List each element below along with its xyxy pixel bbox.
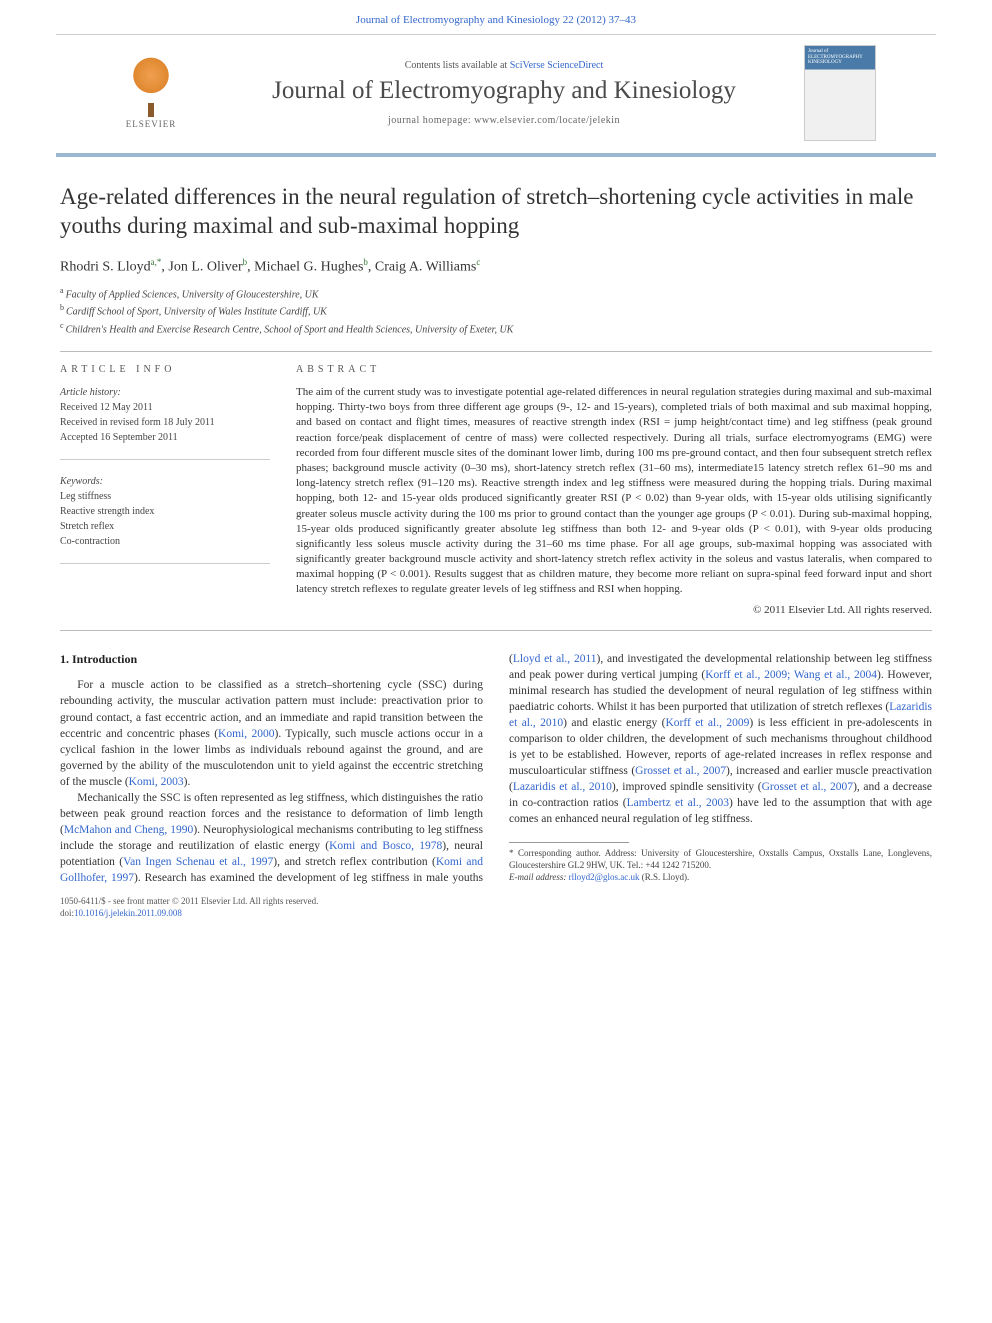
email-address[interactable]: rlloyd2@glos.ac.uk	[569, 872, 640, 882]
cite-grosset-2007[interactable]: Grosset et al., 2007	[635, 765, 726, 777]
aff-c-text: Children's Health and Exercise Research …	[66, 324, 514, 335]
affiliation-c: cChildren's Health and Exercise Research…	[60, 320, 932, 337]
abstract-text: The aim of the current study was to inve…	[296, 385, 932, 597]
keyword-2: Reactive strength index	[60, 504, 270, 519]
affiliations: aFaculty of Applied Sciences, University…	[60, 285, 932, 337]
article-info-heading: ARTICLE INFO	[60, 364, 270, 375]
homepage-url[interactable]: www.elsevier.com/locate/jelekin	[474, 115, 620, 126]
cite-komi-bosco-1978[interactable]: Komi and Bosco, 1978	[329, 840, 442, 852]
elsevier-tree-icon	[123, 53, 179, 109]
history-label: Article history:	[60, 385, 270, 400]
doi-label: doi:	[60, 908, 74, 918]
cite-lloyd-2011[interactable]: Lloyd et al., 2011	[513, 653, 597, 665]
cite-komi-2000[interactable]: Komi, 2000	[218, 728, 274, 740]
journal-cover-thumbnail: Journal of ELECTROMYOGRAPHY KINESIOLOGY	[804, 45, 876, 141]
section-heading-intro: 1. Introduction	[60, 651, 483, 668]
front-matter-line: 1050-6411/$ - see front matter © 2011 El…	[60, 895, 932, 908]
cite-vaningen-1997[interactable]: Van Ingen Schenau et al., 1997	[123, 856, 273, 868]
elsevier-logo: ELSEVIER	[116, 53, 186, 133]
doi-link[interactable]: 10.1016/j.jelekin.2011.09.008	[74, 908, 182, 918]
abstract-copyright: © 2011 Elsevier Ltd. All rights reserved…	[296, 604, 932, 616]
abstract-heading: ABSTRACT	[296, 364, 932, 375]
revised-date: Received in revised form 18 July 2011	[60, 415, 270, 430]
cite-lazaridis-2010-b[interactable]: Lazaridis et al., 2010	[513, 781, 612, 793]
contents-prefix: Contents lists available at	[405, 60, 510, 71]
author-2: , Jon L. Oliver	[161, 259, 242, 274]
keywords-label: Keywords:	[60, 474, 270, 489]
article-body: Age-related differences in the neural re…	[0, 157, 992, 887]
affiliation-a: aFaculty of Applied Sciences, University…	[60, 285, 932, 302]
keyword-1: Leg stiffness	[60, 489, 270, 504]
email-label: E-mail address:	[509, 872, 566, 882]
email-suffix: (R.S. Lloyd).	[639, 872, 689, 882]
aff-a-sup: a	[60, 286, 64, 295]
corresponding-author-footnote: * Corresponding author. Address: Univers…	[509, 847, 932, 883]
info-section: ARTICLE INFO Article history: Received 1…	[60, 364, 932, 615]
aff-b-text: Cardiff School of Sport, University of W…	[66, 307, 327, 318]
cite-lambertz-2003[interactable]: Lambertz et al., 2003	[627, 797, 729, 809]
corr-author-text: * Corresponding author. Address: Univers…	[509, 847, 932, 871]
intro-para-1: For a muscle action to be classified as …	[60, 677, 483, 790]
doi-line: doi:10.1016/j.jelekin.2011.09.008	[60, 907, 932, 920]
body-columns: 1. Introduction For a muscle action to b…	[60, 651, 932, 887]
cite-mcmahon-cheng-1990[interactable]: McMahon and Cheng, 1990	[64, 824, 193, 836]
abstract-column: ABSTRACT The aim of the current study wa…	[296, 364, 932, 615]
article-info-column: ARTICLE INFO Article history: Received 1…	[60, 364, 270, 615]
sciencedirect-link[interactable]: SciVerse ScienceDirect	[510, 60, 604, 71]
cite-grosset-2007-b[interactable]: Grosset et al., 2007	[762, 781, 853, 793]
cite-korff-2009[interactable]: Korff et al., 2009	[665, 717, 749, 729]
divider	[60, 351, 932, 352]
history-block: Article history: Received 12 May 2011 Re…	[60, 385, 270, 460]
contents-line: Contents lists available at SciVerse Sci…	[204, 60, 804, 71]
masthead: ELSEVIER Contents lists available at Sci…	[56, 34, 936, 157]
author-4: , Craig A. Williams	[368, 259, 476, 274]
cite-korff-wang[interactable]: Korff et al., 2009; Wang et al., 2004	[705, 669, 877, 681]
received-date: Received 12 May 2011	[60, 400, 270, 415]
article-title: Age-related differences in the neural re…	[60, 183, 932, 241]
aff-c-sup: c	[60, 321, 64, 330]
masthead-center: Contents lists available at SciVerse Sci…	[204, 60, 804, 126]
aff-b-sup: b	[60, 303, 64, 312]
running-header: Journal of Electromyography and Kinesiol…	[0, 0, 992, 34]
author-1-sup: a,*	[151, 257, 162, 267]
cite-komi-2003[interactable]: Komi, 2003	[129, 776, 184, 788]
page-footer: 1050-6411/$ - see front matter © 2011 El…	[0, 887, 992, 934]
aff-a-text: Faculty of Applied Sciences, University …	[66, 289, 319, 300]
divider	[60, 630, 932, 631]
footnote-separator	[509, 842, 629, 843]
accepted-date: Accepted 16 September 2011	[60, 430, 270, 445]
keyword-3: Stretch reflex	[60, 519, 270, 534]
keyword-4: Co-contraction	[60, 534, 270, 549]
publisher-name: ELSEVIER	[126, 119, 177, 129]
homepage-prefix: journal homepage:	[388, 115, 474, 126]
author-1: Rhodri S. Lloyd	[60, 259, 151, 274]
author-4-sup: c	[476, 257, 480, 267]
author-3: , Michael G. Hughes	[247, 259, 363, 274]
citation-text: Journal of Electromyography and Kinesiol…	[356, 14, 636, 26]
keywords-block: Keywords: Leg stiffness Reactive strengt…	[60, 474, 270, 564]
email-line: E-mail address: rlloyd2@glos.ac.uk (R.S.…	[509, 871, 932, 883]
homepage-line: journal homepage: www.elsevier.com/locat…	[204, 115, 804, 126]
affiliation-b: bCardiff School of Sport, University of …	[60, 302, 932, 319]
journal-name: Journal of Electromyography and Kinesiol…	[204, 77, 804, 105]
authors-line: Rhodri S. Lloyda,*, Jon L. Oliverb, Mich…	[60, 257, 932, 276]
cover-label-3: KINESIOLOGY	[808, 60, 872, 66]
